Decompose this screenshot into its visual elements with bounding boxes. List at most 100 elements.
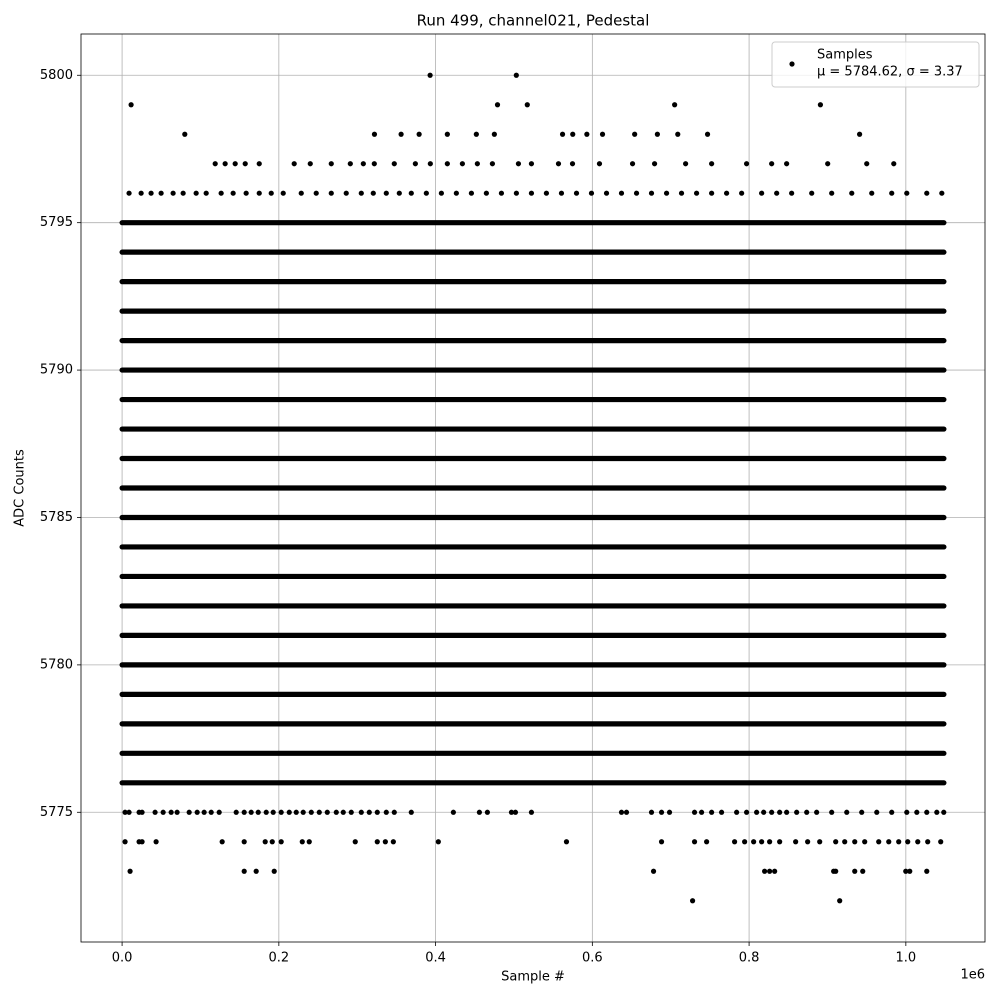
sample-point <box>762 868 768 874</box>
sample-point <box>925 839 931 845</box>
sample-point <box>508 809 515 815</box>
sample-point <box>743 161 750 167</box>
sample-point <box>291 161 297 167</box>
x-tick-label: 0.6 <box>582 951 603 966</box>
sample-point <box>907 868 913 874</box>
sample-point <box>153 839 159 845</box>
sample-point <box>512 809 519 815</box>
sample-point <box>262 839 268 845</box>
sample-point <box>138 190 144 196</box>
sample-point <box>886 839 892 845</box>
sample-point <box>468 190 475 196</box>
sample-point <box>829 190 835 196</box>
sample-point <box>444 161 450 167</box>
sample-point <box>759 839 765 845</box>
sample-point <box>934 809 940 815</box>
y-tick-label: 5800 <box>40 68 73 83</box>
sample-point <box>618 190 625 196</box>
sample-point <box>122 809 128 815</box>
sample-point <box>709 809 715 815</box>
sample-point <box>286 809 292 815</box>
sample-point <box>809 190 815 196</box>
y-axis-label: ADC Counts <box>13 449 28 527</box>
sample-point <box>784 809 790 815</box>
sample-point <box>559 131 566 137</box>
sample-point <box>360 161 366 167</box>
sample-point <box>904 809 910 815</box>
sample-point <box>543 190 550 196</box>
sample-point <box>383 809 389 815</box>
sample-point <box>924 809 930 815</box>
sample-point <box>222 161 228 167</box>
sample-point <box>333 809 339 815</box>
sample-point <box>300 809 306 815</box>
sample-point <box>817 102 824 108</box>
sample-point <box>774 190 780 196</box>
sample-point <box>242 161 248 167</box>
sample-point <box>232 161 238 167</box>
sample-point <box>683 161 689 167</box>
legend: Samples μ = 5784.62, σ = 3.37 <box>771 41 980 88</box>
sample-point <box>629 161 636 167</box>
sample-point <box>650 868 657 874</box>
sample-point <box>473 131 479 137</box>
sample-point <box>253 868 259 874</box>
sample-point <box>438 190 444 196</box>
sample-point <box>513 190 519 196</box>
sample-point <box>268 190 274 196</box>
sample-point <box>784 161 790 167</box>
sample-point <box>739 190 745 196</box>
sample-point <box>489 161 496 167</box>
sample-point <box>427 72 433 78</box>
sample-point <box>340 809 346 815</box>
sample-point <box>216 809 222 815</box>
sample-point <box>459 161 465 167</box>
sample-point <box>793 839 799 845</box>
sample-point <box>513 72 519 78</box>
sample-point <box>666 809 673 815</box>
sample-point <box>427 161 433 167</box>
sample-point <box>817 839 823 845</box>
sample-point <box>833 868 839 874</box>
sample-point <box>691 809 698 815</box>
sample-point <box>903 868 909 874</box>
sample-point <box>924 868 930 874</box>
sample-point <box>891 161 897 167</box>
sample-point <box>938 839 944 845</box>
y-tick-label: 5795 <box>40 215 73 230</box>
sample-point <box>352 839 358 845</box>
sample-point <box>148 190 154 196</box>
sample-point <box>416 131 422 137</box>
sample-point <box>829 809 835 815</box>
sample-point <box>328 161 334 167</box>
sample-point <box>862 839 868 845</box>
sample-point <box>754 809 760 815</box>
sample-point <box>313 190 319 196</box>
sample-point <box>396 190 402 196</box>
sample-point <box>139 809 145 815</box>
sample-point <box>347 161 353 167</box>
sample-point <box>618 809 625 815</box>
sample-point <box>743 809 750 815</box>
sample-point <box>777 839 783 845</box>
sample-point <box>483 190 489 196</box>
sample-point <box>842 839 848 845</box>
sample-point <box>186 809 192 815</box>
sample-point <box>939 190 945 196</box>
sample-point <box>203 190 209 196</box>
sample-point <box>476 809 483 815</box>
sample-point <box>374 809 380 815</box>
sample-point <box>152 809 158 815</box>
sample-point <box>528 809 535 815</box>
sample-point <box>905 839 911 845</box>
sample-point <box>474 161 480 167</box>
x-axis-label: Sample # <box>501 970 565 985</box>
sample-point <box>158 190 164 196</box>
axes-frame <box>80 33 986 943</box>
sample-point <box>324 809 330 815</box>
y-tick-label: 5775 <box>40 805 73 820</box>
sample-point <box>672 102 678 108</box>
sample-point <box>270 809 276 815</box>
sample-point <box>833 839 839 845</box>
